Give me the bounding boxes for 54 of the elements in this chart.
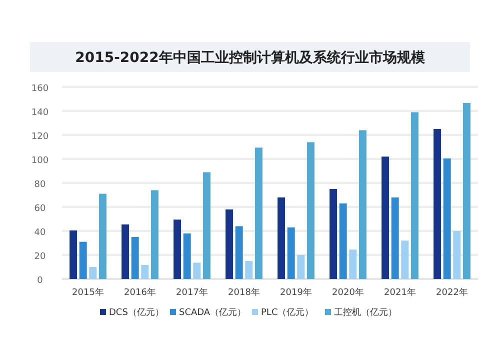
bar xyxy=(70,230,78,279)
bar xyxy=(287,227,295,279)
bar xyxy=(330,189,338,279)
y-tick-label: 60 xyxy=(34,204,46,214)
bar xyxy=(226,209,234,279)
bar xyxy=(183,233,191,279)
bar xyxy=(122,224,130,279)
bar xyxy=(453,231,461,279)
bar xyxy=(358,130,366,279)
bar xyxy=(382,156,390,279)
bar xyxy=(462,102,470,279)
x-tick-label: 2022年 xyxy=(436,287,468,298)
y-tick-label: 80 xyxy=(34,180,46,190)
bar xyxy=(443,158,451,279)
bar xyxy=(306,142,314,279)
y-tick-label: 20 xyxy=(34,252,46,262)
legend-label: DCS（亿元） xyxy=(109,307,164,318)
bar xyxy=(150,190,158,279)
bar xyxy=(434,129,442,279)
bar xyxy=(254,148,262,279)
bar xyxy=(193,262,201,279)
bar xyxy=(89,267,97,279)
bar xyxy=(349,250,357,279)
bar xyxy=(174,220,182,279)
legend-label: 工控机（亿元） xyxy=(334,307,397,318)
bar xyxy=(79,242,87,279)
bar xyxy=(245,261,253,279)
legend-label: SCADA（亿元） xyxy=(179,307,246,318)
bar xyxy=(235,226,243,279)
legend-label: PLC（亿元） xyxy=(261,307,314,318)
bar xyxy=(410,112,418,279)
bar xyxy=(98,194,106,279)
bar xyxy=(278,197,286,279)
x-tick-label: 2017年 xyxy=(176,287,208,298)
bar xyxy=(297,255,305,279)
bar xyxy=(131,237,139,279)
chart-title: 2015-2022年中国工业控制计算机及系统行业市场规模 xyxy=(75,49,426,66)
bar xyxy=(141,264,149,279)
y-tick-label: 0 xyxy=(37,276,44,286)
x-tick-label: 2021年 xyxy=(384,287,416,298)
y-tick-label: 160 xyxy=(31,84,49,94)
bar xyxy=(401,240,409,279)
x-tick-label: 2018年 xyxy=(228,287,260,298)
x-tick-label: 2016年 xyxy=(124,287,156,298)
bar xyxy=(339,203,347,279)
bar xyxy=(391,197,399,279)
x-tick-label: 2015年 xyxy=(72,287,104,298)
y-tick-label: 120 xyxy=(31,132,49,142)
x-tick-label: 2019年 xyxy=(280,287,312,298)
y-tick-label: 40 xyxy=(34,228,46,238)
bar xyxy=(202,172,210,279)
x-tick-label: 2020年 xyxy=(332,287,364,298)
y-tick-label: 100 xyxy=(31,156,49,166)
y-tick-label: 140 xyxy=(31,108,49,118)
